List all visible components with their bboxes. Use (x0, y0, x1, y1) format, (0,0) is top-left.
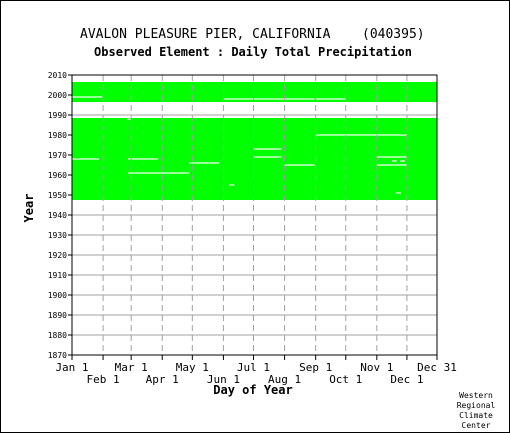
y-tick-label: 1870 (48, 351, 67, 360)
y-tick-label: 1940 (48, 211, 67, 220)
missing-segment (229, 184, 235, 186)
chart-title: AVALON PLEASURE PIER, CALIFORNIA (80, 27, 331, 42)
x-tick-label: Feb 1 (87, 373, 120, 386)
y-tick-label: 1950 (48, 191, 67, 200)
y-tick-label: 1880 (48, 331, 67, 340)
station-id: (040395) (362, 27, 425, 42)
y-axis-label: Year (22, 194, 36, 223)
credit-block: Western Regional Climate Center (457, 391, 496, 430)
y-tick-label: 1970 (48, 151, 67, 160)
credit-line-3: Climate (459, 411, 493, 420)
x-tick-label: May 1 (176, 361, 209, 374)
y-tick-label: 1930 (48, 231, 67, 240)
missing-segment (127, 118, 132, 120)
y-tick-label: 1980 (48, 131, 67, 140)
missing-segment (391, 160, 397, 162)
plot-area: 1870 1880 1890 1900 1910 1920 1930 1940 1950 1960… (48, 71, 457, 386)
y-tick-label: 1920 (48, 251, 67, 260)
credit-line-2: Regional (457, 401, 496, 410)
x-tick-label: Oct 1 (329, 373, 362, 386)
chart-subtitle: Observed Element : Daily Total Precipita… (94, 45, 412, 59)
x-tick-label: Jul 1 (237, 361, 270, 374)
y-tick-label: 1990 (48, 111, 67, 120)
y-tick-label: 1910 (48, 271, 67, 280)
x-tick-label: Jun 1 (207, 373, 240, 386)
missing-segment (72, 158, 100, 160)
y-tick-label: 1960 (48, 171, 67, 180)
x-tick-label: Jan 1 (55, 361, 88, 374)
y-tick-label: 2010 (48, 71, 67, 80)
y-tick-label: 1900 (48, 291, 67, 300)
coverage-block (72, 118, 437, 200)
missing-segment (315, 134, 407, 136)
y-tick-label: 2000 (48, 91, 67, 100)
missing-segment (253, 156, 282, 158)
missing-segment (395, 192, 401, 194)
credit-line-4: Center (462, 421, 491, 430)
x-axis-label: Day of Year (213, 383, 292, 397)
x-tick-label: Dec 31 (417, 361, 457, 374)
missing-segment (315, 98, 346, 100)
credit-line-1: Western (459, 391, 493, 400)
missing-segment (284, 164, 315, 166)
x-tick-label: Dec 1 (390, 373, 423, 386)
x-tick-label: Aug 1 (268, 373, 301, 386)
missing-segment (189, 162, 220, 164)
missing-segment (376, 164, 407, 166)
x-tick-label: Apr 1 (146, 373, 179, 386)
x-tick-label: Nov 1 (360, 361, 393, 374)
missing-segment (128, 158, 159, 160)
missing-segment (128, 172, 190, 174)
missing-segment (223, 98, 315, 100)
x-tick-label: Sep 1 (299, 361, 332, 374)
x-tick-label: Mar 1 (115, 361, 148, 374)
missing-segment (399, 160, 405, 162)
y-tick-label: 1890 (48, 311, 67, 320)
missing-segment (72, 96, 103, 98)
missing-segment (376, 156, 407, 158)
missing-segment (253, 148, 282, 150)
